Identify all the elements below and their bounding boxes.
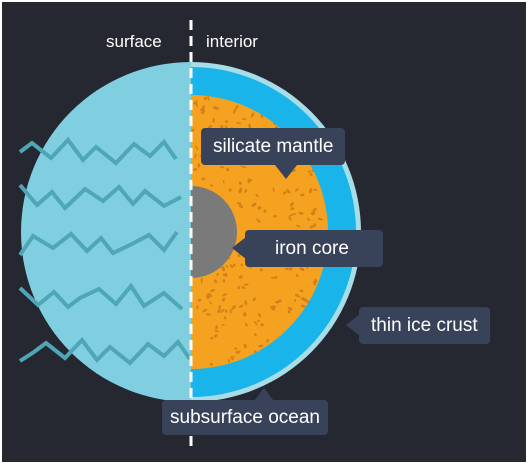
crust-callout-text: thin ice crust xyxy=(371,315,478,336)
ocean-callout-text: subsurface ocean xyxy=(170,407,320,428)
surface-label: surface xyxy=(106,32,162,52)
mantle-callout-text: silicate mantle xyxy=(213,136,333,157)
diagram-canvas: surface interior silicate mantle iron co… xyxy=(2,2,526,462)
mantle-speckle xyxy=(256,218,258,221)
core-callout-pointer xyxy=(232,237,246,259)
crust-callout-pointer xyxy=(346,314,360,336)
core-callout-text: iron core xyxy=(275,238,349,259)
ocean-callout-pointer xyxy=(254,388,274,401)
core-callout: iron core xyxy=(245,230,383,267)
mantle-callout: silicate mantle xyxy=(201,128,345,165)
interior-label: interior xyxy=(206,32,258,52)
mantle-callout-pointer xyxy=(275,165,297,179)
mantle-speckle xyxy=(230,309,232,314)
ocean-callout: subsurface ocean xyxy=(162,400,328,435)
crust-callout: thin ice crust xyxy=(359,307,490,344)
